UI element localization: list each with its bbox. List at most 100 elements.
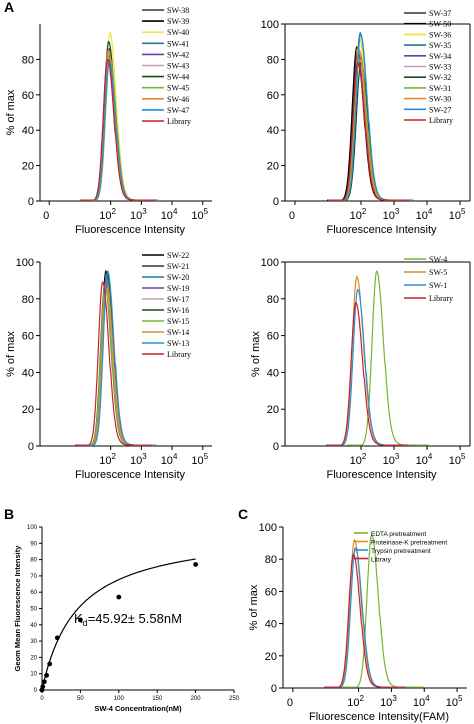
panel-label-b: B xyxy=(4,506,14,522)
y-tick-label: 40 xyxy=(22,367,34,379)
x-tick-label: 102 xyxy=(347,694,364,709)
y-tick-label: 20 xyxy=(22,161,34,173)
x-tick-label: 50 xyxy=(77,696,84,702)
data-point xyxy=(44,672,50,678)
legend-label: SW-47 xyxy=(167,106,189,115)
legend-label: SW-17 xyxy=(167,295,189,304)
y-axis-title: % of max xyxy=(248,584,260,630)
legend-label: SW-19 xyxy=(167,284,189,293)
y-tick-label: 80 xyxy=(267,54,279,66)
x-tick-label: 103 xyxy=(380,694,397,709)
y-tick-label: 60 xyxy=(22,331,34,343)
x-tick-label: 104 xyxy=(413,694,430,709)
legend-label: SW-27 xyxy=(429,105,451,114)
legend-label: SW-46 xyxy=(167,95,189,104)
p3-chart: 0 20 40 60 80 100 102 103 104 105 Fluorescence Int… xyxy=(5,251,212,481)
kd-annotation: Kd=45.92± 5.58nM xyxy=(74,611,182,628)
x-tick-label: 150 xyxy=(152,696,163,702)
x-tick-label: 105 xyxy=(446,694,463,709)
x-tick-label: 102 xyxy=(99,452,116,467)
legend-label: Proteinase-K pretreatment xyxy=(371,540,447,547)
p2-chart: 0 20 40 60 80 100 0 102 103 104 105 Fluorescence In… xyxy=(261,9,471,236)
y-tick-label: 90 xyxy=(30,541,37,547)
legend-label: SW-37 xyxy=(429,9,451,18)
legend-label: SW-13 xyxy=(167,339,189,348)
panel-label-c: C xyxy=(238,506,248,522)
legend-label: SW-4 xyxy=(429,255,447,264)
legend-label: SW-31 xyxy=(429,84,451,93)
x-tick-label: 103 xyxy=(383,452,400,467)
y-tick-label: 40 xyxy=(267,367,279,379)
y-tick-label: 80 xyxy=(22,54,34,66)
x-axis-title: SW-4 Concentration(nM) xyxy=(94,704,182,713)
y-tick-label: 0 xyxy=(28,196,34,208)
legend-label: SW-32 xyxy=(429,73,451,82)
p1-chart: 0 20 40 60 80 0 102 103 104 105 Fluorescence Inten… xyxy=(5,6,212,236)
legend-label: Library xyxy=(429,116,453,125)
y-tick-label: 60 xyxy=(265,586,277,598)
x-tick-label: 104 xyxy=(416,452,433,467)
y-tick-label: 0 xyxy=(273,441,279,453)
x-tick-label: 200 xyxy=(191,696,202,702)
legend-label: Library xyxy=(429,294,453,303)
legend-label: SW-43 xyxy=(167,62,189,71)
y-tick-label: 70 xyxy=(30,574,37,580)
series-line xyxy=(80,49,157,201)
x-axis-title: Fluorescence Intensity(FAM) xyxy=(309,711,449,723)
y-tick-label: 40 xyxy=(30,623,37,629)
y-tick-label: 0 xyxy=(34,688,38,694)
data-point xyxy=(116,594,122,600)
y-axis-title: Geom Mean Fluorescence Intensity xyxy=(13,545,22,672)
y-tick-label: 80 xyxy=(22,294,34,306)
y-tick-label: 30 xyxy=(30,639,37,645)
fit-curve xyxy=(41,558,196,691)
y-tick-label: 100 xyxy=(16,257,34,269)
y-axis-title: % of max xyxy=(5,331,17,377)
y-tick-label: 100 xyxy=(259,522,277,534)
pB-chart: 0 10 20 30 40 50 60 70 80 90 100 0 50 100 150 200 250 SW-… xyxy=(13,525,240,713)
y-tick-label: 50 xyxy=(30,607,37,613)
legend-label: SW-16 xyxy=(167,306,189,315)
y-tick-label: 80 xyxy=(265,554,277,566)
y-tick-label: 20 xyxy=(22,404,34,416)
y-axis-title: % of max xyxy=(250,331,262,377)
y-tick-label: 60 xyxy=(30,590,37,596)
y-tick-label: 40 xyxy=(265,619,277,631)
series-line xyxy=(328,61,410,201)
x-tick-label: 102 xyxy=(99,207,116,222)
x-tick-label: 250 xyxy=(229,696,240,702)
data-point xyxy=(47,661,53,667)
legend-label: SW-41 xyxy=(167,39,189,48)
legend-label: SW-38 xyxy=(167,6,189,15)
x-tick-label: 0 xyxy=(287,697,293,709)
legend-label: SW-5 xyxy=(429,268,447,277)
legend-label: SW-45 xyxy=(167,84,189,93)
legend-label: SW-36 xyxy=(429,30,451,39)
legend-label: Library xyxy=(167,117,191,126)
x-tick-label: 102 xyxy=(350,207,367,222)
y-tick-label: 80 xyxy=(267,294,279,306)
series-line xyxy=(326,301,409,446)
legend-label: SW-1 xyxy=(429,281,447,290)
legend-label: SW-34 xyxy=(429,52,451,61)
y-tick-label: 100 xyxy=(261,19,279,31)
legend-label: SW-20 xyxy=(167,273,189,282)
x-tick-label: 105 xyxy=(191,207,208,222)
y-tick-label: 0 xyxy=(28,441,34,453)
y-tick-label: 20 xyxy=(267,404,279,416)
legend-label: SW-33 xyxy=(429,63,451,72)
series-line xyxy=(342,533,424,688)
x-tick-label: 104 xyxy=(161,452,178,467)
series-line xyxy=(323,553,406,688)
legend-label: SW-39 xyxy=(167,17,189,26)
x-tick-label: 105 xyxy=(449,452,466,467)
y-tick-label: 20 xyxy=(265,651,277,663)
x-axis-title: Fluorescence Intensity xyxy=(326,224,437,236)
x-axis-title: Fluorescence Intensity xyxy=(75,469,186,481)
y-tick-label: 60 xyxy=(267,90,279,102)
y-tick-label: 0 xyxy=(271,683,277,695)
y-tick-label: 60 xyxy=(267,331,279,343)
series-line xyxy=(80,58,157,201)
legend-label: SW-30 xyxy=(429,95,451,104)
y-tick-label: 40 xyxy=(267,125,279,137)
